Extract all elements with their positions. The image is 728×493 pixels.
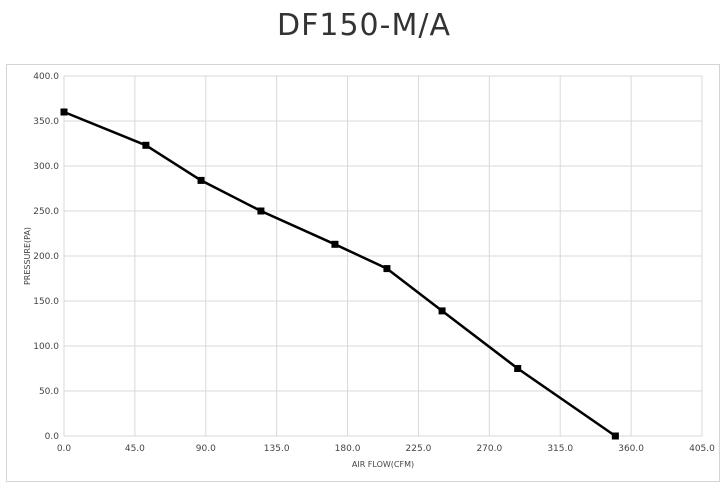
x-tick-label: 90.0 bbox=[196, 444, 216, 454]
x-tick-label: 225.0 bbox=[406, 444, 432, 454]
y-tick-label: 200.0 bbox=[33, 252, 59, 262]
y-tick-label: 150.0 bbox=[33, 297, 59, 307]
y-tick-label: 300.0 bbox=[33, 162, 59, 172]
series-line bbox=[63, 110, 617, 438]
y-tick-label: 250.0 bbox=[33, 207, 59, 217]
y-tick-label: 350.0 bbox=[33, 117, 59, 127]
data-point-marker bbox=[257, 207, 265, 215]
y-tick-label: 50.0 bbox=[39, 387, 59, 397]
series-group bbox=[60, 108, 619, 440]
y-tick-label: 0.0 bbox=[45, 432, 60, 442]
chart-frame bbox=[6, 64, 720, 482]
x-axis-ticks: 0.0 45.0 90.0 135.0 180.0 225.0 270.0 315.0 360.… bbox=[57, 444, 715, 454]
y-axis-ticks: 0.0 50.0 100.0 150.0 200.0 250.0 300.0 350.0 400… bbox=[33, 72, 59, 442]
x-tick-label: 360.0 bbox=[618, 444, 644, 454]
grid-lines bbox=[63, 75, 703, 437]
x-tick-label: 315.0 bbox=[547, 444, 573, 454]
x-axis-label: AIR FLOW(CFM) bbox=[352, 460, 414, 469]
data-point-marker bbox=[438, 307, 446, 315]
y-tick-label: 100.0 bbox=[33, 342, 59, 352]
data-point-marker bbox=[383, 265, 391, 273]
chart-title: DF150-M/A bbox=[277, 8, 451, 43]
data-point-marker bbox=[611, 432, 619, 440]
y-tick-label: 400.0 bbox=[33, 72, 59, 82]
data-point-marker bbox=[197, 176, 205, 184]
y-axis-label: PRESSURE(PA) bbox=[23, 227, 32, 285]
data-point-marker bbox=[60, 108, 68, 116]
x-tick-label: 0.0 bbox=[57, 444, 72, 454]
x-tick-label: 270.0 bbox=[476, 444, 502, 454]
x-tick-label: 135.0 bbox=[264, 444, 290, 454]
x-tick-label: 45.0 bbox=[125, 444, 145, 454]
data-point-marker bbox=[514, 365, 522, 372]
x-tick-label: 180.0 bbox=[335, 444, 361, 454]
data-point-marker bbox=[331, 240, 339, 248]
x-tick-label: 405.0 bbox=[689, 444, 715, 454]
data-point-marker bbox=[142, 141, 150, 149]
